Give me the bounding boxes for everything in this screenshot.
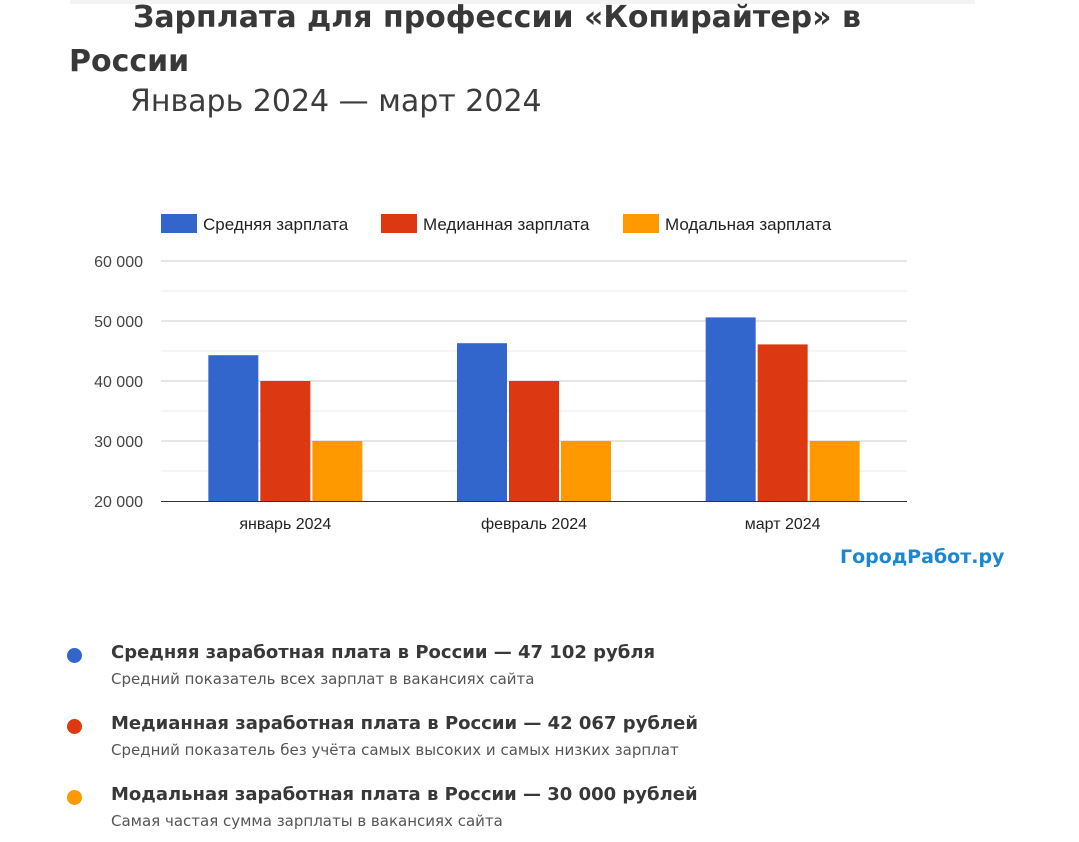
page-title: Зарплата для профессии «Копирайтер» в Ро…	[69, 0, 861, 79]
top-divider	[70, 0, 975, 4]
stat-average: Средняя заработная плата в России — 47 1…	[0, 640, 1000, 700]
x-tick-label: март 2024	[745, 516, 821, 533]
brand-logo[interactable]: ГородРабот.ру	[840, 546, 1005, 568]
stat-average-dot-icon	[67, 648, 82, 663]
legend-label: Медианная зарплата	[423, 215, 590, 234]
bar-modal	[561, 441, 611, 501]
y-axis-ticks: 20 000 30 000 40 000 50 000 60 000	[94, 254, 143, 511]
stat-modal-description: Самая частая сумма зарплаты в вакансиях …	[111, 812, 503, 830]
stat-modal: Модальная заработная плата в России — 30…	[0, 782, 1000, 842]
stat-median-dot-icon	[67, 719, 82, 734]
bar-median	[260, 381, 311, 501]
stat-average-description: Средний показатель всех зарплат в ваканс…	[111, 670, 535, 688]
x-tick-label: январь 2024	[239, 516, 331, 533]
legend-swatch	[161, 214, 197, 233]
chart-legend: Средняя зарплата Медианная зарплата Модаль…	[161, 214, 832, 234]
stat-median-description: Средний показатель без учёта самых высок…	[111, 741, 679, 759]
legend-label: Модальная зарплата	[665, 215, 832, 234]
bar-modal	[809, 441, 860, 501]
salary-bar-chart: 20 000 30 000 40 000 50 000 60 000 январь 20…	[94, 214, 907, 533]
x-tick-label: февраль 2024	[481, 516, 587, 533]
stat-average-title: Средняя заработная плата в России — 47 1…	[111, 642, 656, 663]
stat-modal-dot-icon	[67, 790, 82, 805]
y-tick-label: 30 000	[94, 434, 143, 451]
y-tick-label: 40 000	[94, 374, 143, 391]
stat-median: Медианная заработная плата в России — 42…	[0, 711, 1000, 771]
legend-swatch	[381, 214, 417, 233]
stat-modal-title: Модальная заработная плата в России — 30…	[111, 784, 698, 805]
bar-modal	[312, 441, 363, 501]
x-axis-ticks: январь 2024 февраль 2024 март 2024	[239, 516, 820, 533]
legend-label: Средняя зарплата	[203, 215, 349, 234]
bar-average	[705, 317, 756, 501]
bar-average	[457, 343, 507, 501]
y-tick-label: 50 000	[94, 314, 143, 331]
bar-median	[757, 344, 808, 501]
bar-average	[208, 355, 259, 501]
page-subtitle: Январь 2024 — март 2024	[130, 84, 542, 119]
legend-swatch	[623, 214, 659, 233]
bars	[208, 317, 860, 501]
bar-median	[509, 381, 559, 501]
stat-median-title: Медианная заработная плата в России — 42…	[111, 713, 698, 734]
y-tick-label: 20 000	[94, 494, 143, 511]
y-tick-label: 60 000	[94, 254, 143, 271]
